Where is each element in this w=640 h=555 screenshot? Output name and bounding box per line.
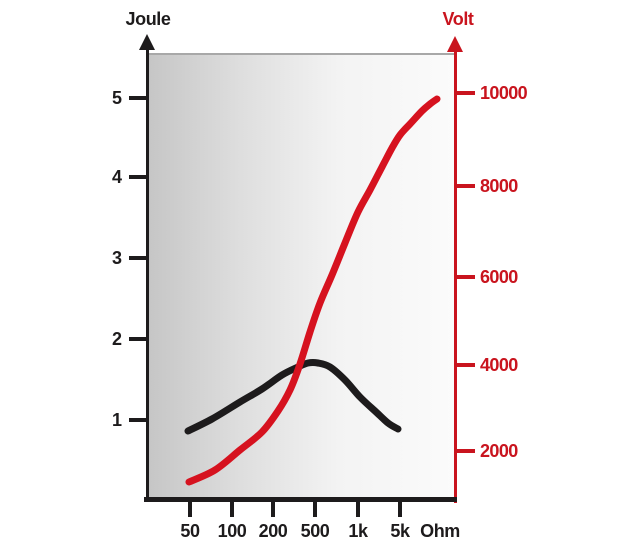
left-axis-title: Joule — [125, 9, 171, 29]
right-axis-line — [454, 50, 457, 503]
left-tick — [129, 96, 148, 100]
left-tick-label: 4 — [111, 167, 122, 187]
right-axis-title: Volt — [442, 9, 474, 29]
left-tick-label: 5 — [111, 88, 122, 108]
left-tick — [129, 256, 148, 260]
right-tick — [457, 91, 475, 95]
left-axis-line — [146, 48, 149, 502]
right-tick-label: 4000 — [480, 355, 518, 375]
bottom-tick-label: 200 — [258, 521, 288, 541]
bottom-tick — [356, 502, 360, 517]
bottom-tick-label: 1k — [348, 521, 368, 541]
bottom-tick-label: 5k — [390, 521, 410, 541]
bottom-tick-label: 100 — [217, 521, 247, 541]
bottom-tick-label: 500 — [300, 521, 330, 541]
right-tick — [457, 275, 475, 279]
left-tick — [129, 175, 148, 179]
right-tick-label: 2000 — [480, 441, 518, 461]
right-tick-label: 10000 — [480, 83, 528, 103]
left-tick — [129, 418, 148, 422]
bottom-tick-label: 50 — [180, 521, 200, 541]
right-tick — [457, 449, 475, 453]
left-tick-label: 3 — [111, 248, 122, 268]
left-tick — [129, 337, 148, 341]
x-axis-unit-label: Ohm — [420, 521, 460, 541]
bottom-tick — [230, 502, 234, 517]
bottom-tick — [271, 502, 275, 517]
bottom-tick — [398, 502, 402, 517]
left-tick-label: 1 — [111, 410, 122, 430]
bottom-tick — [313, 502, 317, 517]
bottom-tick — [188, 502, 192, 517]
bottom-axis-line — [144, 497, 457, 502]
right-axis-arrow-icon — [447, 36, 463, 52]
right-tick — [457, 363, 475, 367]
right-tick-label: 8000 — [480, 176, 518, 196]
plot-area — [149, 53, 454, 500]
left-tick-label: 2 — [111, 329, 122, 349]
left-axis-arrow-icon — [139, 34, 155, 50]
right-tick-label: 6000 — [480, 267, 518, 287]
right-tick — [457, 184, 475, 188]
